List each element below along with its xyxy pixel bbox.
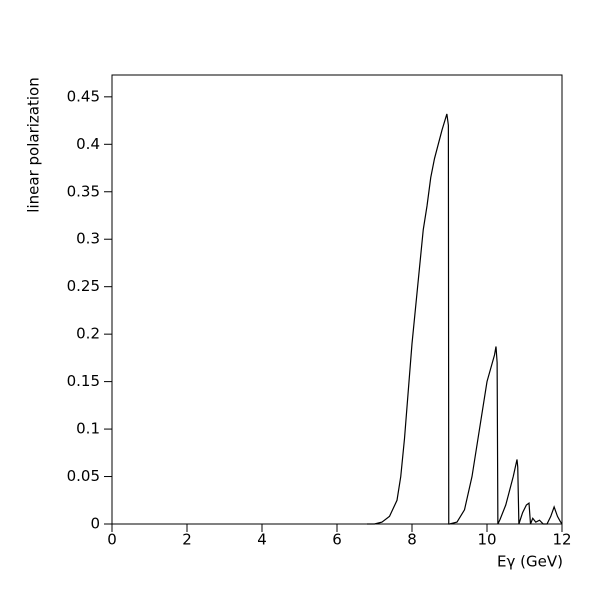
x-tick-label: 2 — [182, 531, 192, 549]
y-axis-label: linear polarization — [25, 77, 43, 212]
y-tick-label: 0.3 — [76, 230, 100, 248]
y-tick-label: 0.2 — [76, 325, 100, 343]
x-tick-label: 12 — [552, 531, 571, 549]
y-tick-label: 0.15 — [67, 372, 100, 390]
x-axis-label: Eγ (GeV) — [497, 553, 563, 571]
y-tick-label: 0.25 — [67, 277, 100, 295]
plot-frame — [111, 74, 563, 525]
x-tick-label: 0 — [107, 531, 117, 549]
x-tick-label: 8 — [407, 531, 417, 549]
x-tick-label: 4 — [257, 531, 267, 549]
y-tick-label: 0 — [90, 515, 100, 533]
y-tick-label: 0.45 — [67, 87, 100, 105]
x-tick-label: 6 — [332, 531, 342, 549]
y-tick-label: 0.1 — [76, 420, 100, 438]
line — [367, 113, 563, 525]
x-tick-label: 10 — [477, 531, 496, 549]
y-tick-label: 0.35 — [67, 182, 100, 200]
y-tick-label: 0.4 — [76, 135, 100, 153]
y-tick-label: 0.05 — [67, 467, 100, 485]
